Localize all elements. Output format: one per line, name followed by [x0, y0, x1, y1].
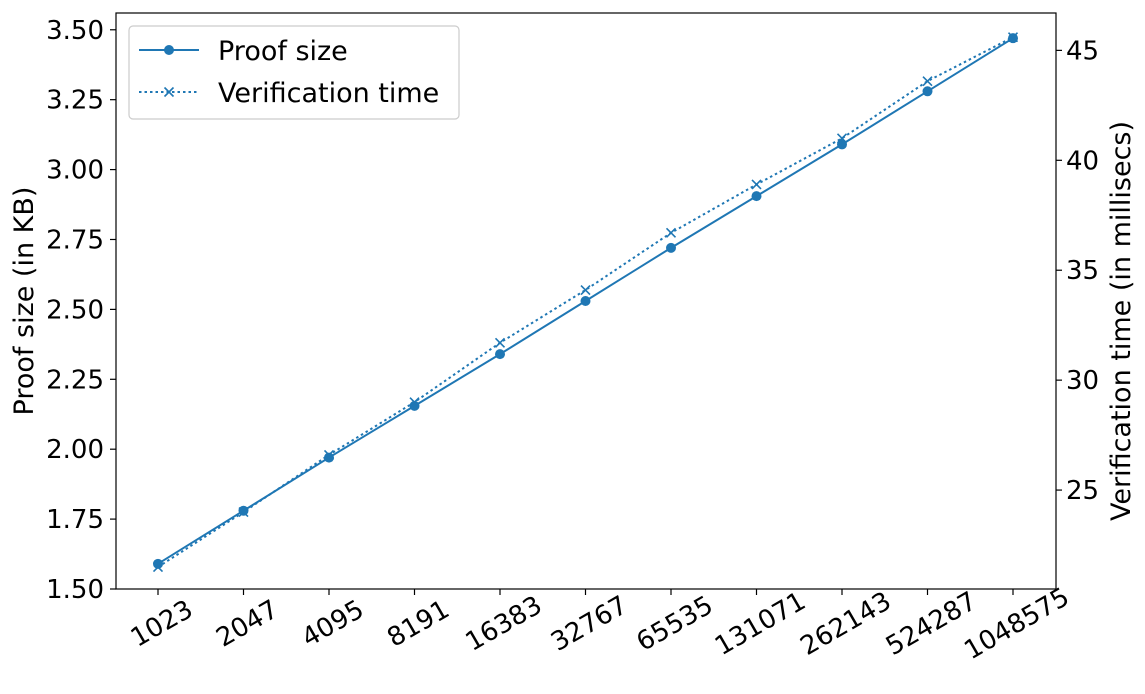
x-tick-label: 32767 — [546, 590, 633, 657]
y-tick-label-right: 35 — [1066, 256, 1099, 286]
data-point-proof-size — [409, 400, 420, 411]
series-line-verification-time — [157, 36, 1014, 568]
legend-label-proof-size: Proof size — [218, 36, 348, 67]
data-point-proof-size — [751, 191, 762, 202]
y-tick-label-left: 1.75 — [46, 505, 104, 535]
legend: Proof size Verification time — [128, 25, 460, 120]
data-point-verification-time — [665, 227, 677, 238]
data-point-verification-time — [836, 133, 848, 144]
y-tick-label-left: 2.00 — [46, 435, 104, 465]
x-tick-label: 4095 — [297, 595, 369, 654]
y-axis-label-right: Verification time (in millisecs) — [1106, 121, 1137, 521]
data-point-verification-time — [494, 337, 506, 348]
x-tick-label: 1023 — [126, 595, 198, 654]
x-tick-label: 65535 — [632, 590, 719, 657]
y-tick-label-left: 3.00 — [46, 156, 104, 186]
y-tick-label-left: 2.25 — [46, 365, 104, 395]
data-point-proof-size — [580, 296, 591, 306]
y-tick-label-left: 2.50 — [46, 295, 104, 325]
data-point-verification-time — [751, 179, 762, 190]
x-tick-label: 2047 — [211, 595, 283, 654]
x-tick-label: 1048575 — [959, 582, 1074, 666]
x-tick-label: 262143 — [796, 586, 897, 662]
data-point-verification-time — [152, 561, 164, 573]
legend-marker-swatch — [163, 86, 175, 98]
legend-marker-swatch — [164, 45, 174, 55]
x-tick-label: 8191 — [382, 595, 454, 654]
data-point-verification-time — [1007, 32, 1019, 43]
y-tick-label-right: 40 — [1066, 146, 1099, 176]
data-point-proof-size — [922, 86, 933, 97]
data-point-verification-time — [238, 506, 249, 518]
plot-area — [152, 32, 1019, 573]
legend-box — [128, 25, 460, 120]
y-axis-label-left: Proof size (in KB) — [9, 187, 40, 416]
y-tick-label-right: 30 — [1066, 366, 1099, 396]
y-tick-label-left: 3.50 — [46, 16, 104, 46]
legend-entry-verification-time: Verification time — [139, 78, 439, 109]
y-tick-label-left: 2.75 — [46, 225, 104, 255]
x-tick-label: 16383 — [461, 590, 548, 657]
data-point-proof-size — [238, 505, 249, 516]
data-point-proof-size — [495, 349, 505, 360]
y-tick-label-right: 45 — [1066, 36, 1099, 66]
data-point-proof-size — [666, 242, 676, 253]
data-point-proof-size — [324, 452, 334, 463]
legend-label-verification-time: Verification time — [218, 78, 439, 109]
legend-entry-proof-size: Proof size — [139, 36, 348, 67]
x-tick-label: 131071 — [710, 586, 811, 662]
data-point-verification-time — [409, 397, 420, 408]
y-tick-label-left: 3.25 — [46, 86, 104, 116]
y-tick-label-left: 1.50 — [46, 575, 104, 605]
data-point-verification-time — [580, 284, 591, 296]
data-point-verification-time — [922, 76, 933, 87]
data-point-verification-time — [323, 449, 335, 460]
y-tick-label-right: 25 — [1066, 476, 1099, 506]
